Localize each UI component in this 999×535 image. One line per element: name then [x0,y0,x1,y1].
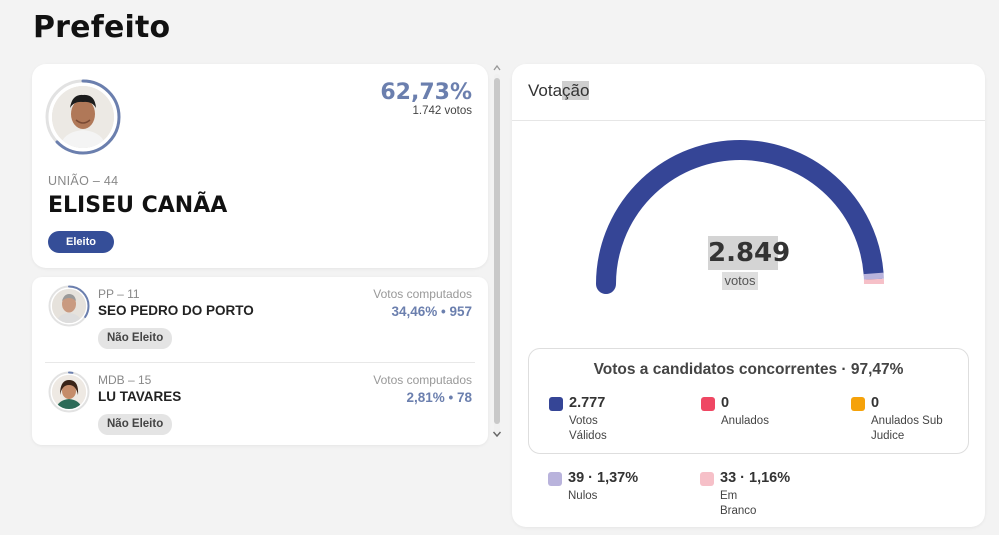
legend-swatch-validos [549,397,563,411]
status-badge-not-elected: Não Eleito [98,414,173,435]
legend-swatch-anulados [701,397,715,411]
summary-title: Votos a candidatos concorrentes · 97,47% [593,361,904,378]
candidate-computed-label: Votos computados [373,287,472,301]
page-title: Prefeito [33,10,171,45]
panel-title-part: Vota [528,81,563,100]
panel-title: Votação [528,81,590,101]
stat-label: Votos Válidos [569,415,607,442]
candidate-result: 2,81% • 78 [406,390,472,405]
stat-value: 33 · 1,16% [720,470,791,486]
stat-value: 0 [721,395,730,411]
stat-value: 2.777 [569,395,606,411]
stat-value: 39 · 1,37% [568,470,639,486]
scroll-up-icon[interactable] [493,64,501,72]
winner-percent-ring [45,79,121,155]
legend-swatch-branco [700,472,714,486]
candidate-row[interactable]: PP – 11 SEO PEDRO DO PORTO Votos computa… [32,277,488,361]
scrollbar-thumb[interactable] [494,78,500,424]
winner-avatar [45,79,121,155]
candidate-photo [52,375,86,409]
candidate-avatar [48,371,90,413]
status-badge-elected: Eleito [48,231,114,253]
candidate-computed-label: Votos computados [373,373,472,387]
votacao-panel: Votação 2.849 votos Votos a candidatos c… [512,64,985,527]
stat-label: Anulados Sub Judice [871,415,943,442]
winner-card[interactable]: 62,73% 1.742 votos UNIÃO – 44 ELISEU CAN… [32,64,488,268]
candidate-name: LU TAVARES [98,389,182,404]
legend-swatch-nulos [548,472,562,486]
vote-gauge [596,139,884,294]
scrollbar[interactable] [491,64,503,446]
winner-photo [52,86,114,148]
other-candidates-list: PP – 11 SEO PEDRO DO PORTO Votos computa… [32,277,488,445]
candidate-name: SEO PEDRO DO PORTO [98,303,254,318]
candidate-party: MDB – 15 [98,373,152,387]
winner-party: UNIÃO – 44 [48,174,119,188]
stat-label: Anulados [721,415,769,427]
candidate-result: 34,46% • 957 [391,304,472,319]
legend-swatch-subjudice [851,397,865,411]
winner-votes: 1.742 votos [412,105,472,117]
status-badge-not-elected: Não Eleito [98,328,173,349]
panel-divider [512,120,985,121]
stat-value: 0 [871,395,880,411]
stat-label: Em Branco [720,490,757,517]
candidate-photo [52,289,86,323]
summary-box: Votos a candidatos concorrentes · 97,47%… [528,348,969,454]
stat-label: Nulos [568,490,598,502]
gauge-total: 2.849 [708,236,791,270]
candidate-party: PP – 11 [98,287,140,301]
winner-name: ELISEU CANÃA [48,193,228,218]
candidate-avatar [48,285,90,327]
panel-title-highlight: ção [562,81,590,100]
gauge-segment-validos [596,139,884,294]
winner-percent: 62,73% [380,80,472,105]
candidate-row[interactable]: MDB – 15 LU TAVARES Votos computados 2,8… [45,362,475,446]
gauge-unit: votos [722,272,758,290]
chevron-down-icon[interactable] [492,430,502,438]
